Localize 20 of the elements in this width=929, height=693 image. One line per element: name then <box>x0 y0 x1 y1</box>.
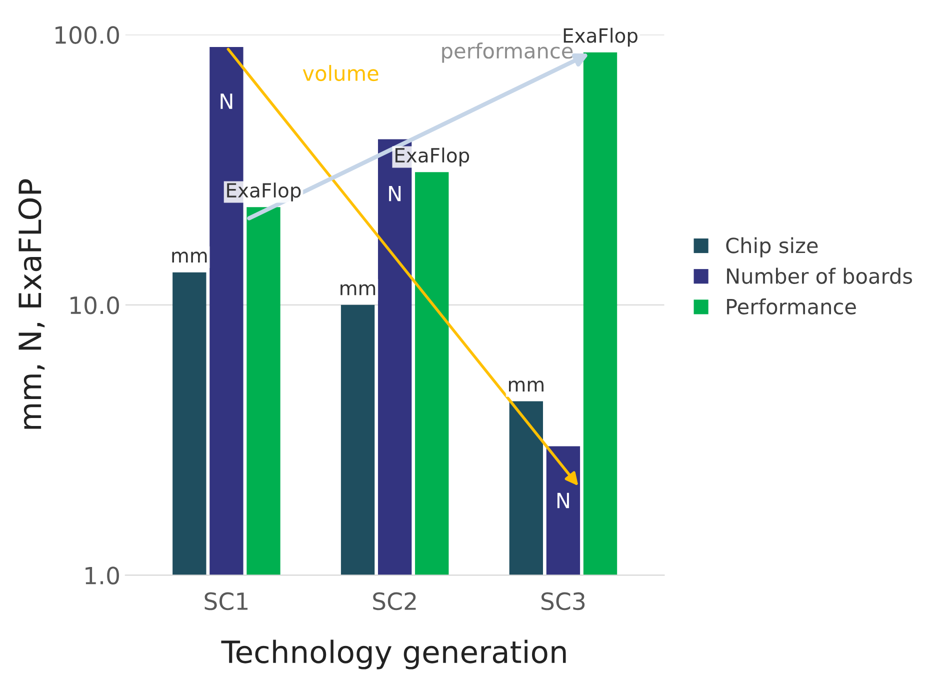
y-tick-label: 1.0 <box>86 566 119 584</box>
data-label: mm <box>172 252 207 263</box>
data-label: N <box>557 492 569 508</box>
x-tick-label: SC3 <box>542 592 585 610</box>
legend-label: Performance <box>727 298 856 315</box>
legend-label: Chip size <box>726 237 818 258</box>
annotation: volume <box>302 64 378 82</box>
y-tick-label: 10.0 <box>70 296 119 314</box>
x-tick-label: SC2 <box>373 592 416 610</box>
data-label: mm <box>340 284 376 296</box>
x-axis-title: Technology generation <box>221 640 566 670</box>
data-label: ExaFlop <box>227 182 301 202</box>
data-label: mm <box>508 380 544 392</box>
y-tick-label: 100.0 <box>56 26 119 44</box>
data-label: N <box>220 94 232 109</box>
data-label: ExaFlop <box>396 148 470 166</box>
x-tick-label: SC1 <box>204 592 248 610</box>
data-label: N <box>389 186 401 202</box>
y-axis-title: mm, N, ExaFLOP <box>18 179 45 429</box>
legend-label: Number of boards <box>727 268 912 284</box>
